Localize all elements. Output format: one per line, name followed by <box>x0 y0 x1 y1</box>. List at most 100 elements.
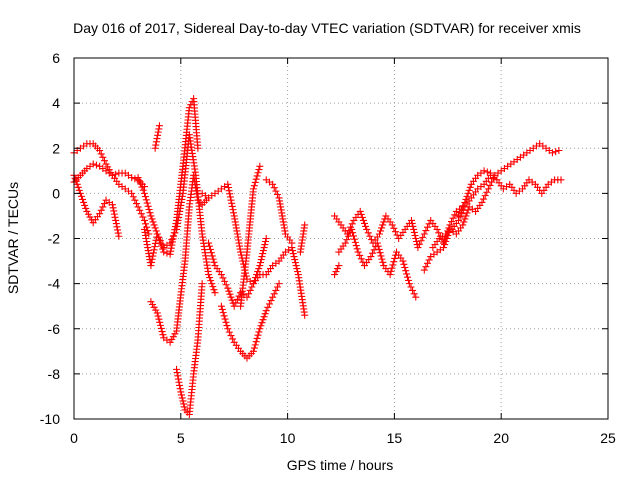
x-tick-label: 10 <box>280 430 296 446</box>
data-point-marker <box>291 259 299 267</box>
y-tick-label: -4 <box>48 276 61 292</box>
data-point-marker <box>250 344 258 352</box>
data-point-marker <box>390 258 398 266</box>
data-point-marker <box>249 347 257 355</box>
data-point-marker <box>386 271 394 279</box>
data-point-marker <box>97 150 105 158</box>
x-tick-label: 25 <box>600 430 616 446</box>
y-tick-label: 0 <box>52 185 60 201</box>
y-tick-label: 2 <box>52 140 60 156</box>
data-point-marker <box>155 233 163 241</box>
data-point-marker <box>211 289 219 297</box>
data-point-marker <box>152 227 160 235</box>
data-point-marker <box>484 185 492 193</box>
data-point-marker <box>358 213 366 221</box>
data-point-marker <box>391 228 399 236</box>
data-point-marker <box>289 250 297 258</box>
chart-title: Day 016 of 2017, Sidereal Day-to-day VTE… <box>73 20 581 36</box>
data-point-marker <box>129 193 137 201</box>
data-point-marker <box>112 220 120 228</box>
series-track-18 <box>420 140 563 274</box>
data-point-marker <box>331 271 339 279</box>
data-point-marker <box>137 180 145 188</box>
data-point-marker <box>415 240 423 248</box>
data-point-marker <box>228 296 236 304</box>
data-point-marker <box>256 325 264 333</box>
data-point-marker <box>480 167 488 175</box>
data-point-marker <box>228 199 236 207</box>
data-point-marker <box>97 206 105 214</box>
data-point-marker <box>142 196 150 204</box>
data-point-marker <box>179 397 187 405</box>
data-point-marker <box>548 149 556 157</box>
data-point-marker <box>89 160 97 168</box>
data-point-marker <box>151 224 159 232</box>
data-point-marker <box>257 256 265 264</box>
data-point-marker <box>363 225 371 233</box>
data-point-marker <box>255 328 263 336</box>
data-point-marker <box>134 174 142 182</box>
data-point-marker <box>131 175 139 183</box>
data-point-marker <box>180 403 188 411</box>
data-point-marker <box>258 319 266 327</box>
data-point-marker <box>462 212 470 220</box>
data-point-marker <box>158 328 166 336</box>
data-point-marker <box>226 193 234 201</box>
data-point-marker <box>440 244 448 252</box>
series-track-10 <box>205 239 309 319</box>
data-point-marker <box>264 303 272 311</box>
x-tick-labels: 0 5 10 15 20 25 <box>70 430 616 446</box>
data-point-marker <box>404 276 412 284</box>
data-point-marker <box>258 253 266 261</box>
data-point-marker <box>173 365 181 373</box>
data-point-marker <box>461 198 469 206</box>
data-point-marker <box>409 222 417 230</box>
data-point-marker <box>217 302 225 310</box>
data-point-marker <box>143 199 151 207</box>
data-point-marker <box>131 196 139 204</box>
data-point-marker <box>419 233 427 241</box>
y-tick-label: 6 <box>52 50 60 66</box>
data-point-marker <box>148 255 156 263</box>
data-point-marker <box>367 253 375 261</box>
data-point-marker <box>112 170 120 178</box>
series-track-14 <box>296 221 309 256</box>
data-point-marker <box>255 265 263 273</box>
data-point-marker <box>198 280 206 288</box>
data-point-marker <box>456 209 464 217</box>
data-point-marker <box>388 264 396 272</box>
data-point-marker <box>80 198 88 206</box>
data-point-marker <box>259 250 267 258</box>
data-point-marker <box>332 268 340 276</box>
data-point-marker <box>139 186 147 194</box>
data-point-marker <box>73 180 81 188</box>
data-point-marker <box>246 286 254 294</box>
data-point-marker <box>146 209 154 217</box>
data-point-marker <box>224 184 232 192</box>
data-point-marker <box>248 283 256 291</box>
data-point-marker <box>442 238 450 246</box>
y-tick-label: -6 <box>48 321 61 337</box>
data-point-marker <box>414 244 422 252</box>
data-point-marker <box>226 290 234 298</box>
data-point-marker <box>273 283 281 291</box>
data-point-marker <box>354 248 362 256</box>
data-point-marker <box>356 251 364 259</box>
data-point-marker <box>157 324 165 332</box>
data-point-marker <box>168 236 176 244</box>
data-point-marker <box>142 220 150 228</box>
data-point-marker <box>217 271 225 279</box>
data-point-marker <box>343 236 351 244</box>
data-point-marker <box>407 216 415 224</box>
data-point-marker <box>207 277 215 285</box>
data-point-marker <box>227 332 235 340</box>
data-point-marker <box>458 205 466 213</box>
x-tick-label: 5 <box>177 430 185 446</box>
data-point-marker <box>459 202 467 210</box>
data-point-marker <box>254 331 262 339</box>
data-point-marker <box>100 200 108 208</box>
data-point-marker <box>140 189 148 197</box>
data-point-marker <box>219 274 227 282</box>
data-point-marker <box>357 255 365 263</box>
data-point-marker <box>462 195 470 203</box>
